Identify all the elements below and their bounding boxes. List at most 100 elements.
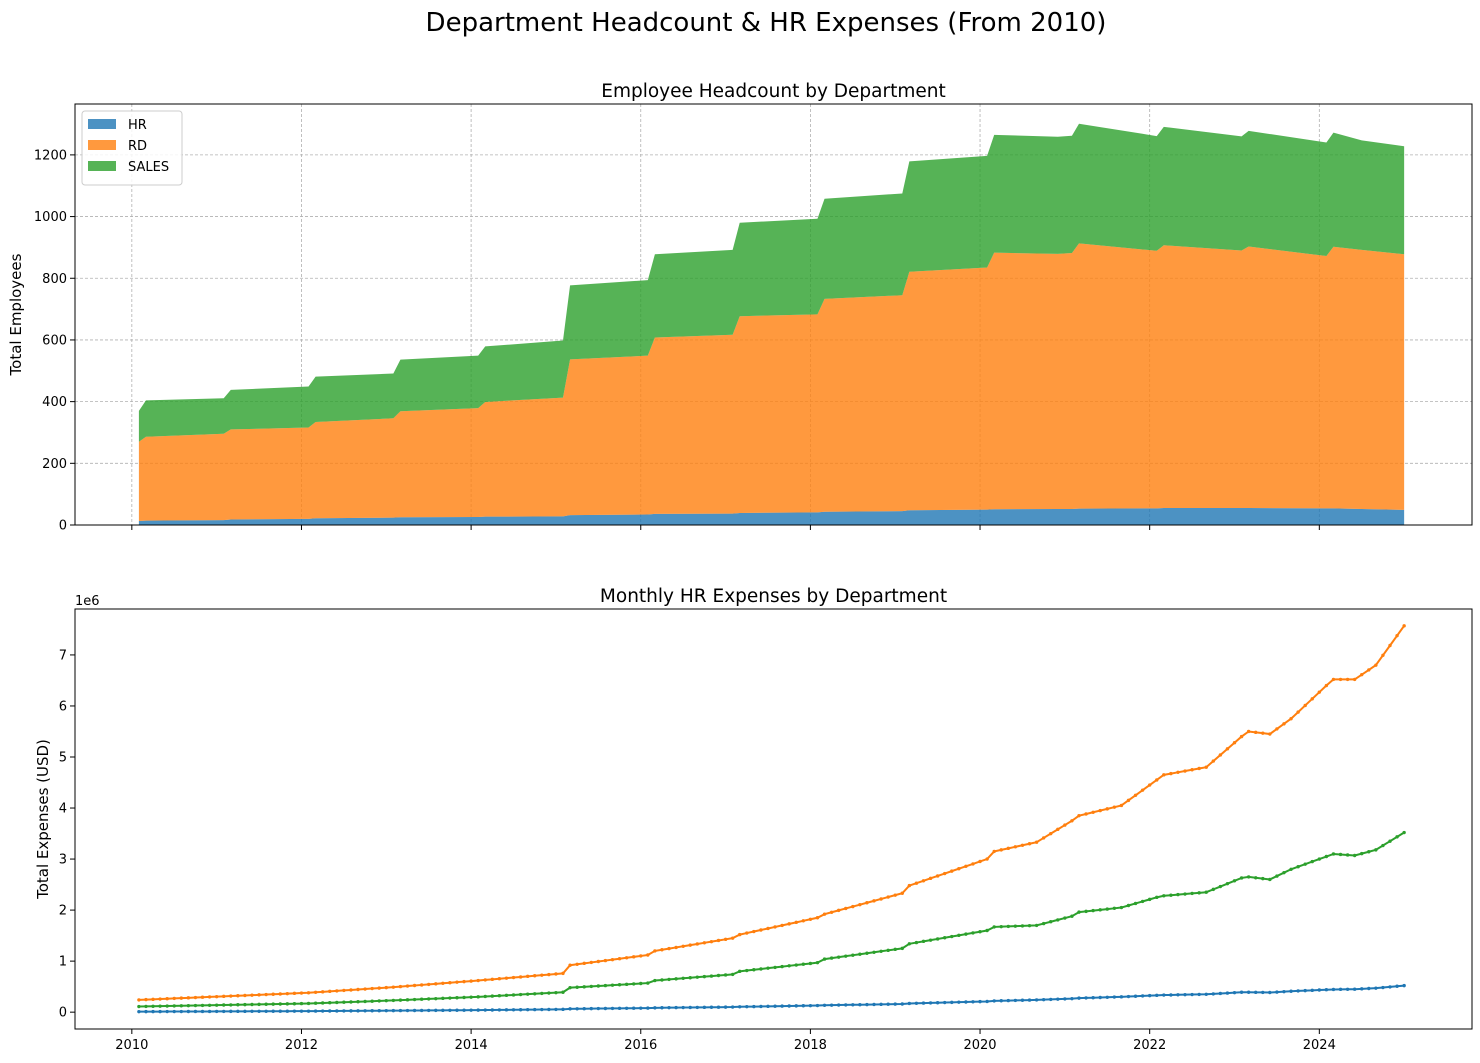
expenses-point <box>193 1009 198 1014</box>
expenses-point <box>759 967 763 971</box>
expenses-point <box>1190 891 1194 896</box>
expenses-point <box>356 1009 360 1013</box>
expenses-point <box>709 1005 714 1009</box>
expenses-series-hr <box>137 983 1406 1014</box>
expenses-point <box>448 996 452 1000</box>
expenses-point <box>773 965 777 970</box>
expenses-point <box>858 952 862 956</box>
expenses-point <box>695 942 699 946</box>
expenses-point <box>1063 823 1067 827</box>
expenses-point <box>582 985 586 989</box>
expenses-point <box>738 969 742 974</box>
expenses-point <box>1084 812 1088 816</box>
expenses-point <box>1112 805 1117 809</box>
expenses-point <box>214 1009 219 1014</box>
expenses-point <box>1091 996 1095 1000</box>
expenses-point <box>950 934 954 939</box>
expenses-point <box>1162 894 1166 898</box>
expenses-point <box>328 1001 332 1005</box>
expenses-point <box>1395 984 1399 988</box>
expenses-point <box>1388 643 1392 648</box>
expenses-point <box>1381 843 1385 848</box>
expenses-point <box>363 1009 367 1013</box>
expenses-point <box>398 998 403 1002</box>
expenses-point <box>1084 996 1088 1000</box>
expenses-point <box>1197 891 1201 895</box>
expenses-point <box>285 1002 290 1006</box>
expenses-x-tick-label: 2012 <box>285 1038 318 1053</box>
expenses-point <box>137 1009 141 1014</box>
expenses-point <box>412 997 417 1002</box>
expenses-point <box>1225 747 1230 751</box>
expenses-point <box>1338 987 1343 992</box>
expenses-y-tick-label: 6 <box>59 699 67 714</box>
expenses-point <box>1232 990 1237 995</box>
expenses-point <box>158 997 162 1001</box>
headcount-chart-title: Employee Headcount by Department <box>601 81 945 102</box>
expenses-point <box>773 925 777 929</box>
expenses-point <box>229 1003 233 1007</box>
expenses-point <box>1140 994 1145 998</box>
expenses-point <box>716 1005 721 1009</box>
expenses-point <box>1310 697 1314 701</box>
expenses-point <box>1126 994 1131 999</box>
legend-swatch-rd <box>88 140 116 150</box>
expenses-point <box>985 928 989 933</box>
expenses-point <box>935 874 940 878</box>
expenses-point <box>172 1009 176 1014</box>
expenses-point <box>1246 875 1251 879</box>
expenses-point <box>1091 810 1095 814</box>
expenses-point <box>342 1000 346 1004</box>
expenses-point <box>865 1002 869 1007</box>
expenses-point <box>1041 836 1046 840</box>
expenses-point <box>752 968 756 972</box>
expenses-point <box>328 989 332 994</box>
expenses-point <box>497 994 502 998</box>
expenses-point <box>229 1009 233 1014</box>
expenses-point <box>278 1002 282 1006</box>
expenses-point <box>278 992 282 996</box>
expenses-point <box>653 949 657 953</box>
expenses-point <box>1232 879 1237 883</box>
expenses-point <box>582 1007 586 1011</box>
expenses-point <box>1317 690 1322 694</box>
expenses-point <box>900 1002 904 1006</box>
expenses-point <box>1034 840 1039 844</box>
expenses-point <box>462 995 466 1000</box>
expenses-point <box>950 1000 954 1005</box>
expenses-point <box>1303 703 1307 708</box>
expenses-point <box>236 994 240 998</box>
expenses-point <box>271 1009 275 1013</box>
expenses-point <box>1218 991 1223 996</box>
expenses-point <box>469 979 473 983</box>
expenses-point <box>1310 988 1314 993</box>
expenses-point <box>822 1003 827 1007</box>
expenses-point <box>865 951 869 955</box>
expenses-point <box>547 972 551 977</box>
expenses-point <box>879 949 883 953</box>
expenses-point <box>730 936 735 940</box>
expenses-point <box>363 999 367 1004</box>
expenses-point <box>646 981 650 985</box>
expenses-point <box>1034 923 1039 928</box>
expenses-point <box>872 950 876 954</box>
expenses-point <box>222 1009 226 1014</box>
expenses-point <box>1352 853 1357 858</box>
expenses-point <box>1331 987 1336 992</box>
expenses-point <box>306 991 311 995</box>
expenses-point <box>1006 924 1011 929</box>
expenses-point <box>575 1007 579 1011</box>
expenses-point <box>801 1004 806 1008</box>
expenses-point <box>533 992 537 996</box>
expenses-point <box>1374 986 1378 990</box>
expenses-point <box>978 999 982 1004</box>
expenses-point <box>921 879 926 883</box>
expenses-point <box>349 1000 353 1004</box>
expenses-point <box>335 989 339 993</box>
expenses-point <box>865 901 869 905</box>
expenses-point <box>893 947 897 952</box>
expenses-point <box>964 1000 968 1004</box>
expenses-point <box>893 1002 897 1006</box>
expenses-point <box>412 1008 417 1013</box>
expenses-point <box>1239 990 1244 994</box>
